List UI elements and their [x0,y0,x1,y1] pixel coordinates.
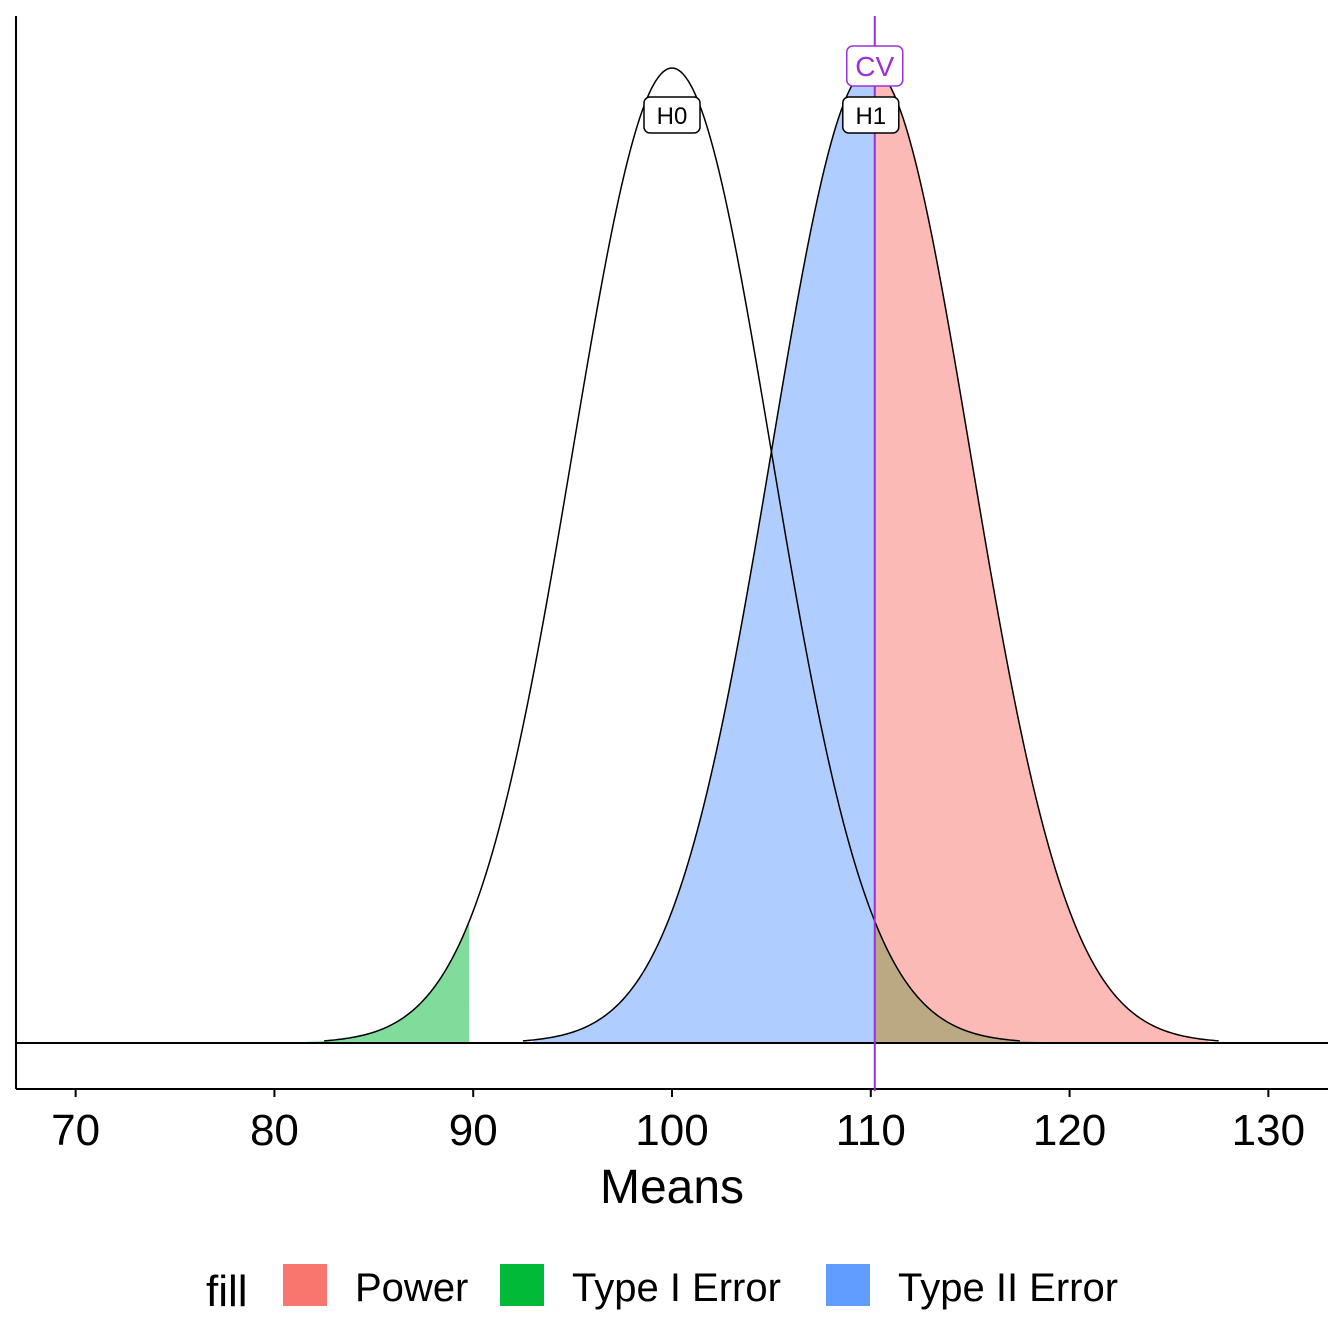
x-tick-label-70: 70 [51,1106,100,1155]
distribution-label-box-h0 [643,96,701,134]
legend-label-type-ii-error: Type II Error [898,1266,1118,1310]
distribution-labels: H0 H1 [643,96,900,134]
distribution-label-h0: H0 [657,103,688,130]
legend-key-type-ii-error [826,1264,870,1306]
x-tick-label-110: 110 [836,1106,906,1155]
density-curve-h0 [324,67,1020,1042]
x-tick-label-80: 80 [250,1106,299,1155]
critical-value-label: CV [846,45,904,87]
legend-label-power: Power [355,1266,468,1310]
x-tick-label-120: 120 [1033,1106,1106,1155]
critical-value-label-text: CV [855,51,894,82]
legend-label-type-i-error: Type I Error [572,1266,781,1310]
region-power-3 [874,68,1209,1043]
region-type-ii-error-2 [532,68,875,1043]
distribution-label-h1: H1 [855,103,886,130]
legend: fill Power Type I Error Type II Error [206,1264,1118,1316]
x-tick-label-90: 90 [449,1106,498,1155]
legend-title: fill [206,1267,248,1316]
legend-key-type-i-error [500,1264,544,1306]
fill-regions [274,68,1209,1043]
x-axis-title: Means [600,1161,744,1214]
legend-key-power [283,1264,327,1306]
x-axis-ticks: 70 80 90 100 110 120 130 [51,1089,1305,1155]
critical-value-label-box [846,45,904,87]
distribution-label-box-h1 [842,96,900,134]
region-type-i-error-0 [274,921,470,1043]
x-tick-label-100: 100 [635,1106,708,1155]
x-tick-label-130: 130 [1232,1106,1305,1155]
